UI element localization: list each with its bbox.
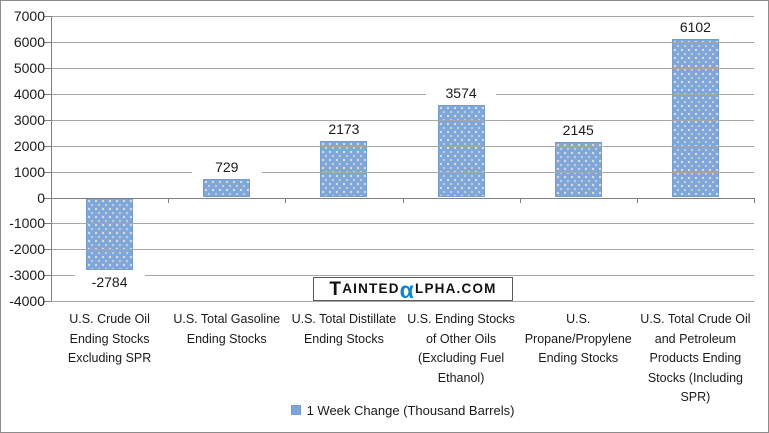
y-gridline <box>51 223 754 225</box>
bar <box>203 178 251 198</box>
watermark-taintedalpha: T AINTED α LPHA.COM <box>313 277 513 303</box>
y-axis-tick <box>44 223 51 225</box>
x-axis-tick <box>402 197 404 203</box>
x-axis-tick <box>754 197 755 203</box>
category-label: U.S. Ending Stocks of Other Oils (Exclud… <box>407 312 515 385</box>
y-axis-tick <box>44 119 51 121</box>
y-gridline <box>51 42 754 44</box>
y-gridline <box>51 145 754 147</box>
category-label: U.S. Propane/Propylene Ending Stocks <box>524 312 632 365</box>
y-axis-label: 7000 <box>13 8 45 25</box>
category-label: U.S. Total Crude Oil and Petroleum Produ… <box>640 312 751 404</box>
legend-swatch-icon <box>290 405 301 415</box>
watermark-text-ainted: AINTED <box>342 281 400 296</box>
bar <box>671 39 719 198</box>
bar <box>554 141 602 198</box>
y-axis-tick <box>44 16 51 18</box>
y-axis-tick <box>44 68 51 69</box>
y-gridline <box>51 16 754 18</box>
x-axis-tick <box>285 197 287 203</box>
y-axis-label: -2000 <box>9 241 45 258</box>
y-gridline <box>51 275 754 277</box>
alpha-icon: α <box>399 277 415 303</box>
y-axis-label: 6000 <box>13 34 45 51</box>
y-axis-tick <box>44 93 51 95</box>
y-gridline <box>51 68 754 69</box>
y-axis-label: 3000 <box>13 111 45 128</box>
y-axis-label: 5000 <box>13 60 45 76</box>
y-axis-label: 1000 <box>13 163 45 180</box>
y-axis-label: -1000 <box>9 215 45 232</box>
y-axis-label: -3000 <box>9 267 45 284</box>
bar-value-label: 2145 <box>543 121 614 138</box>
y-axis-tick <box>44 171 51 173</box>
legend: 1 Week Change (Thousand Barrels) <box>51 401 754 419</box>
bar-value-label: 3574 <box>426 84 497 101</box>
watermark-text-t: T <box>329 278 343 300</box>
y-axis-tick <box>44 249 51 251</box>
category-label: U.S. Total Gasoline Ending Stocks <box>173 312 281 346</box>
bar-value-label: 729 <box>191 158 262 175</box>
bar-value-label: -2784 <box>74 273 145 290</box>
y-axis-label: 0 <box>37 189 45 206</box>
y-axis-label: 4000 <box>13 85 45 102</box>
y-gridline <box>51 171 754 173</box>
y-axis-tick <box>44 301 51 303</box>
bar-value-label: 6102 <box>660 19 731 36</box>
bar <box>86 197 134 270</box>
x-axis-tick <box>519 197 521 203</box>
bar <box>437 104 485 198</box>
y-axis-tick <box>44 42 51 44</box>
y-gridline <box>51 301 754 303</box>
y-axis-tick <box>44 145 51 147</box>
y-gridline <box>51 249 754 251</box>
category-label: U.S. Total Distillate Ending Stocks <box>291 312 397 346</box>
x-axis-tick <box>51 197 52 203</box>
y-axis-tick <box>44 197 51 199</box>
y-axis-tick <box>44 275 51 277</box>
category-label: U.S. Crude Oil Ending Stocks Excluding S… <box>67 312 152 365</box>
y-axis-label: -4000 <box>9 293 45 310</box>
bar <box>320 141 368 198</box>
legend-label: 1 Week Change (Thousand Barrels) <box>306 402 515 418</box>
bar-value-label: 2173 <box>308 121 379 138</box>
x-axis-tick <box>636 197 638 203</box>
y-axis-line <box>51 16 52 302</box>
y-gridline <box>51 119 754 121</box>
x-axis-tick <box>168 197 170 203</box>
watermark-text-lphacom: LPHA.COM <box>415 281 497 296</box>
y-gridline <box>51 93 754 95</box>
y-axis-label: 2000 <box>13 137 45 154</box>
